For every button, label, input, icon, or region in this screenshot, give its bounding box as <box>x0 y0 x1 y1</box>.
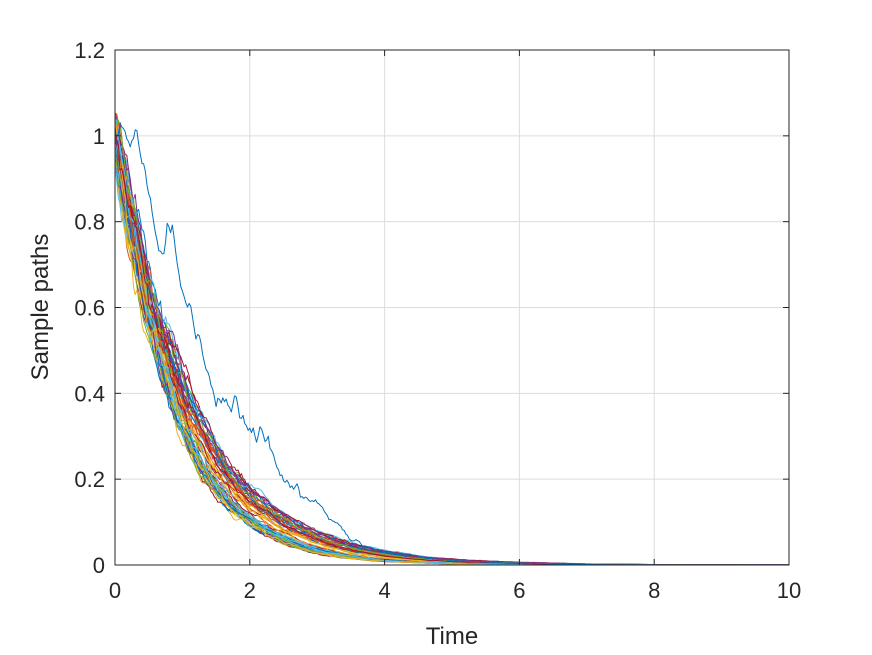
y-tick-label: 0.4 <box>74 381 105 406</box>
y-tick-label: 1 <box>93 124 105 149</box>
x-tick-label: 4 <box>378 578 390 603</box>
x-axis-label: Time <box>426 623 478 650</box>
x-tick-label: 2 <box>244 578 256 603</box>
y-tick-label: 0.8 <box>74 210 105 235</box>
x-tick-label: 6 <box>513 578 525 603</box>
y-tick-label: 0 <box>93 553 105 578</box>
y-tick-label: 0.6 <box>74 296 105 321</box>
x-tick-label: 10 <box>777 578 801 603</box>
y-tick-label: 1.2 <box>74 38 105 63</box>
x-tick-label: 8 <box>648 578 660 603</box>
x-tick-label: 0 <box>109 578 121 603</box>
y-axis-label: Sample paths <box>27 234 54 381</box>
x-tick-labels: 0 2 4 6 8 10 <box>109 578 801 603</box>
tick-marks <box>114 49 790 566</box>
y-tick-labels: 0 0.2 0.4 0.6 0.8 1 1.2 <box>74 38 105 578</box>
y-tick-label: 0.2 <box>74 467 105 492</box>
